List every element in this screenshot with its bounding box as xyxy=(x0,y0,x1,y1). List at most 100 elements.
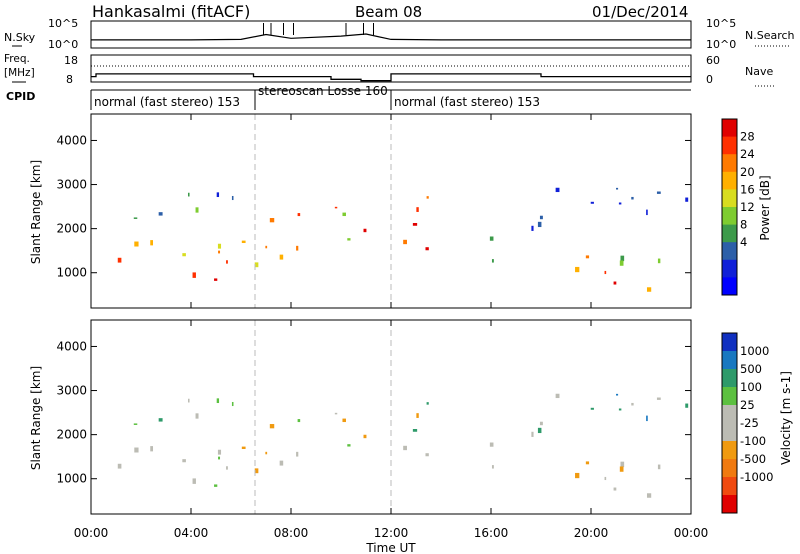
power-cell xyxy=(489,236,494,241)
noise-sky-series xyxy=(91,33,691,41)
noise-right-tick-top: 10^5 xyxy=(706,17,736,30)
freq-tick-bottom: 8 xyxy=(66,73,73,86)
freq-label: Freq. xyxy=(4,53,30,65)
velocity-cell xyxy=(133,423,138,425)
x-axis-ticks: 00:00 04:00 08:00 12:00 16:00 20:00 00:00 xyxy=(74,114,709,540)
velocity-cell xyxy=(531,431,534,437)
power-colorbar: 28 24 20 16 12 8 4 xyxy=(721,118,755,296)
power-cell xyxy=(150,240,154,246)
colorbar-swatch xyxy=(722,242,737,261)
colorbar-tick-label: 24 xyxy=(740,147,755,161)
velocity-data xyxy=(117,393,689,498)
colorbar-tick-label: 4 xyxy=(740,235,747,249)
y-tick-label: 4000 xyxy=(56,339,87,353)
power-cell xyxy=(214,278,218,281)
velocity-cell xyxy=(117,463,122,469)
power-cell xyxy=(416,207,419,212)
colorbar-swatch xyxy=(722,136,737,155)
power-panel: 1000 2000 3000 4000 Slant Range [km] 28 24 20… xyxy=(29,113,772,309)
colorbar-tick-label: 8 xyxy=(740,218,747,232)
power-cell xyxy=(613,281,617,285)
power-cell xyxy=(279,254,284,260)
power-cell xyxy=(531,225,534,231)
noise-spikes xyxy=(263,23,374,35)
colorbar-swatch xyxy=(722,119,737,138)
power-data xyxy=(117,187,689,292)
colorbar-swatch xyxy=(722,207,737,226)
velocity-cell xyxy=(412,429,418,432)
power-cell xyxy=(604,270,607,275)
x-tick-label: 04:00 xyxy=(174,526,209,540)
nave-tick-bottom: 0 xyxy=(706,73,713,86)
velocity-cell xyxy=(269,424,275,429)
x-tick-label: 16:00 xyxy=(474,526,509,540)
colorbar-swatch xyxy=(722,495,737,514)
cpid-bar: normal (fast stereo) 153 stereoscan Loss… xyxy=(90,84,691,110)
velocity-cell xyxy=(619,466,624,472)
velocity-cell xyxy=(192,478,196,484)
velocity-cell xyxy=(425,453,429,457)
velocity-cell xyxy=(265,451,268,455)
velocity-cell xyxy=(585,461,590,465)
power-cell xyxy=(363,228,367,233)
colorbar-swatch xyxy=(722,459,737,478)
velocity-panel: 1000 2000 3000 4000 Slant Range [km] 1000 50… xyxy=(29,319,793,515)
colorbar-tick-label: 12 xyxy=(740,200,755,214)
power-cell xyxy=(619,260,624,266)
power-cell xyxy=(555,187,560,193)
velocity-cell xyxy=(685,403,689,408)
velocity-cell xyxy=(182,459,186,463)
colorbar-swatch xyxy=(722,423,737,442)
velocity-cell xyxy=(616,393,619,396)
velocity-cell xyxy=(217,449,222,455)
velocity-cell xyxy=(363,434,367,439)
velocity-cell xyxy=(134,447,139,453)
power-cell xyxy=(218,250,221,254)
velocity-cell xyxy=(491,465,494,469)
power-cell xyxy=(296,245,299,251)
velocity-cell xyxy=(590,407,594,410)
freq-tick-top: 18 xyxy=(64,54,78,67)
power-cell xyxy=(134,241,139,247)
power-cell xyxy=(685,197,689,202)
velocity-cell xyxy=(631,402,634,406)
velocity-cell xyxy=(218,456,221,460)
colorbar-tick-label: -25 xyxy=(740,416,759,430)
power-cell xyxy=(575,266,580,273)
x-tick-label: 00:00 xyxy=(674,526,709,540)
colorbar-swatch xyxy=(722,154,737,173)
cpid-segment-2: stereoscan Losse 160 xyxy=(258,84,388,98)
colorbar-tick-label: -100 xyxy=(740,434,766,448)
power-cell xyxy=(491,259,494,263)
colorbar-swatch xyxy=(722,224,737,243)
velocity-cell xyxy=(537,427,542,434)
noise-left-tick-top: 10^5 xyxy=(48,17,78,30)
power-cell xyxy=(334,206,338,209)
colorbar-swatch xyxy=(722,259,737,278)
velocity-cell xyxy=(656,397,661,400)
power-cell xyxy=(657,258,661,264)
power-cell xyxy=(656,191,661,194)
power-cell xyxy=(590,201,594,204)
nave-tick-top: 60 xyxy=(706,54,720,67)
velocity-cell xyxy=(254,468,259,474)
power-cell xyxy=(620,255,625,262)
colorbar-frame xyxy=(721,332,738,514)
colorbar-swatch xyxy=(722,477,737,496)
cpid-label: CPID xyxy=(6,90,35,103)
velocity-y-ticks: 1000 2000 3000 4000 xyxy=(56,339,691,486)
noise-left-label: N.Sky xyxy=(4,31,36,44)
velocity-cell xyxy=(575,472,580,479)
station-title: Hankasalmi (fitACF) xyxy=(92,2,250,21)
velocity-cell xyxy=(604,476,607,481)
velocity-cell xyxy=(347,444,351,447)
power-cell xyxy=(254,262,259,268)
velocity-cell xyxy=(216,398,220,404)
noise-right-tick-bottom: 10^0 xyxy=(706,38,736,51)
noise-panel: N.Sky 10^5 10^0 10^5 10^0 N.Search xyxy=(4,17,795,51)
power-cell xyxy=(241,240,246,244)
colorbar-tick-label: 28 xyxy=(740,130,755,144)
velocity-cell xyxy=(226,466,228,470)
freq-unit-label: [MHz] xyxy=(4,67,35,79)
